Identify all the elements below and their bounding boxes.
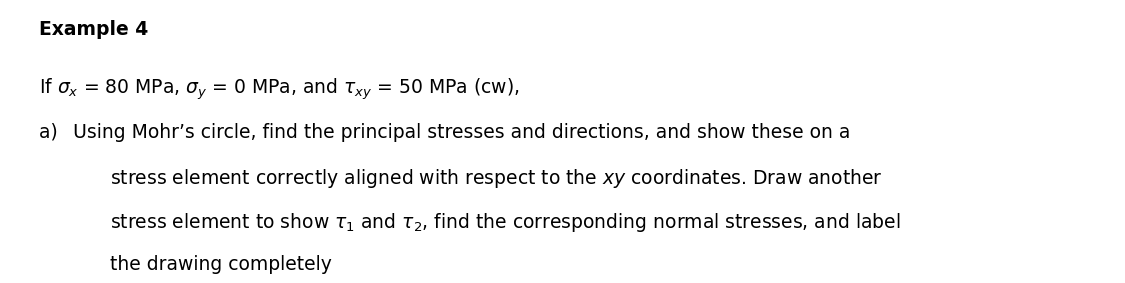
Text: stress element to show $\tau_1$ and $\tau_2$, find the corresponding normal stre: stress element to show $\tau_1$ and $\ta… [110, 211, 901, 234]
Text: the drawing completely: the drawing completely [110, 255, 332, 274]
Text: a)  Using Mohr’s circle, find the principal stresses and directions, and show th: a) Using Mohr’s circle, find the princip… [39, 123, 850, 142]
Text: If $\sigma_x$ = 80 MPa, $\sigma_y$ = 0 MPa, and $\tau_{xy}$ = 50 MPa (cw),: If $\sigma_x$ = 80 MPa, $\sigma_y$ = 0 M… [39, 76, 520, 102]
Text: stress element correctly aligned with respect to the $xy$ coordinates. Draw anot: stress element correctly aligned with re… [110, 167, 883, 190]
Text: Example 4: Example 4 [39, 20, 148, 39]
